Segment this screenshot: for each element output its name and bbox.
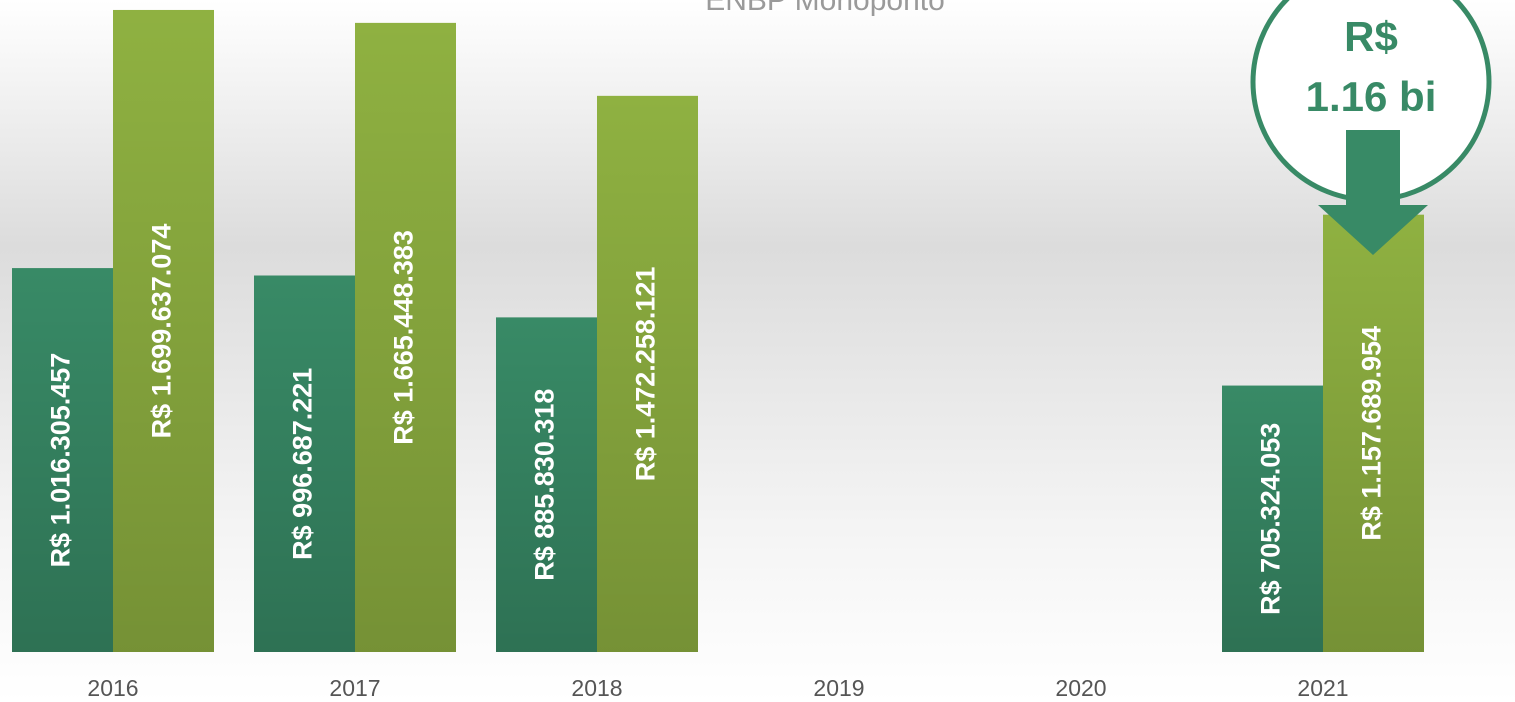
x-tick-label: 2018 <box>571 675 622 701</box>
bar-shade <box>113 9 214 653</box>
x-tick-label: 2019 <box>813 675 864 701</box>
x-tick-label: 2021 <box>1297 675 1348 701</box>
bar-shade <box>254 275 355 652</box>
bar-shade <box>12 268 113 652</box>
x-tick-label: 2017 <box>329 675 380 701</box>
bar-shade <box>1222 385 1323 652</box>
bar-shade <box>1323 214 1424 652</box>
bar-shade <box>597 95 698 653</box>
callout-text: 1.16 bi <box>1306 73 1437 120</box>
callout-arrow <box>1318 130 1428 255</box>
bar-shade <box>496 317 597 652</box>
x-tick-label: 2020 <box>1055 675 1106 701</box>
data-label: R$ 1.016.305.457 <box>46 353 76 568</box>
data-label: R$ 705.324.053 <box>1256 423 1286 615</box>
data-label: R$ 1.665.448.383 <box>389 230 419 445</box>
x-tick-label: 2016 <box>87 675 138 701</box>
data-label: R$ 1.472.258.121 <box>631 267 661 482</box>
data-label: R$ 1.157.689.954 <box>1357 326 1387 541</box>
data-label: R$ 1.699.637.074 <box>147 224 177 439</box>
data-label: R$ 885.830.318 <box>530 389 560 581</box>
data-label: R$ 996.687.221 <box>288 368 318 560</box>
callout-text: R$ <box>1344 13 1398 60</box>
bar-shade <box>355 22 456 653</box>
chart-title: ENBP Monoponto <box>705 0 945 17</box>
